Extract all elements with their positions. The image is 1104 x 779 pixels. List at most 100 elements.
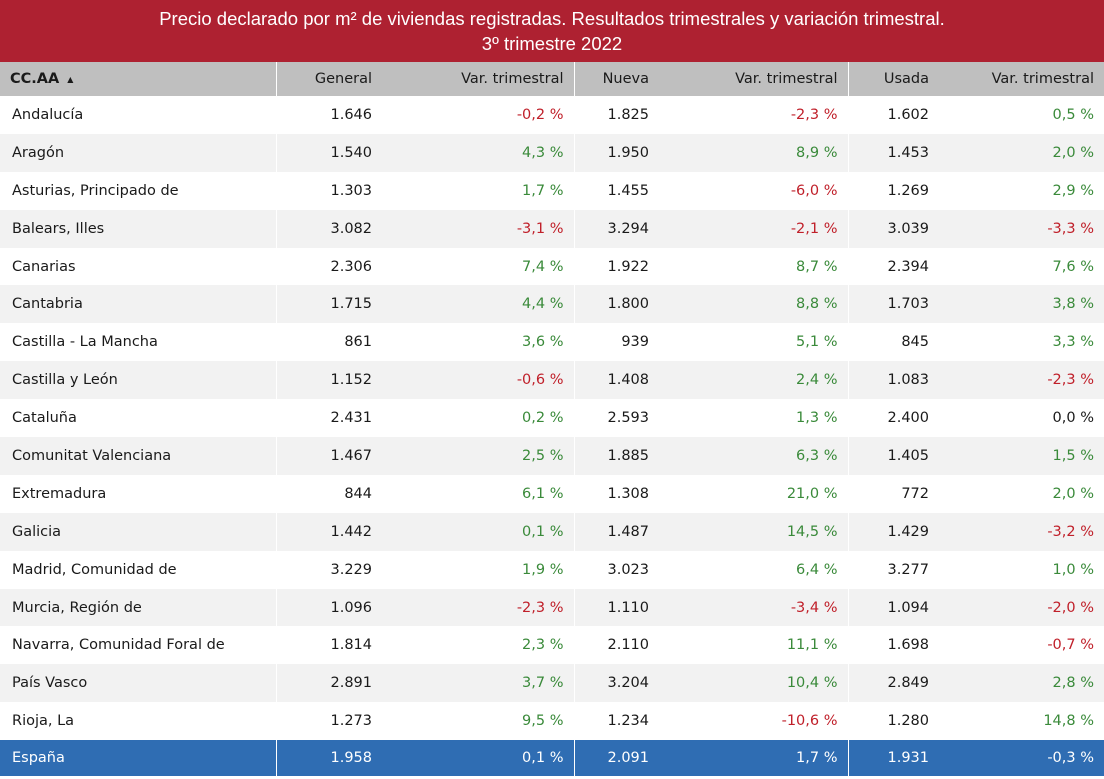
table-row: Comunitat Valenciana 1.467 2,5 % 1.885 6,3 %… [0,437,1104,475]
cell-var-general: 2,5 % [522,447,564,464]
cell-var-general: 6,1 % [522,485,564,502]
table-row: Navarra, Comunidad Foral de 1.814 2,3 % 2.1… [0,626,1104,665]
total-var-nueva: 1,7 % [796,750,838,767]
cell-var-nueva: -2,3 % [790,106,838,123]
cell-var-general: 3,7 % [522,675,564,692]
cell-usada: 1.429 [847,512,939,551]
total-var-usada: -0,3 % [1047,750,1094,767]
total-nueva: 2.091 [573,740,659,777]
cell-usada: 1.280 [847,702,939,741]
cell-general: 1.303 [275,171,382,210]
column-header-var-usada[interactable]: Var. trimestral [991,71,1094,87]
total-var-general: 0,1 % [522,750,564,767]
cell-var-usada: 2,0 % [1052,485,1094,502]
cell-usada: 1.269 [847,171,939,210]
cell-general: 1.715 [275,285,382,324]
cell-ccaa: Castilla - La Mancha [12,334,158,351]
cell-usada: 2.400 [847,399,939,438]
cell-ccaa: Canarias [12,258,76,275]
cell-var-nueva: -10,6 % [781,713,838,730]
cell-general: 2.891 [275,664,382,703]
cell-ccaa: Comunitat Valenciana [12,447,172,464]
cell-nueva: 3.294 [573,209,659,248]
total-name: España [12,750,65,767]
cell-nueva: 2.593 [573,399,659,438]
cell-var-usada: 14,8 % [1043,713,1094,730]
cell-nueva: 939 [573,323,659,362]
cell-ccaa: Murcia, Región de [12,599,142,616]
table-row: Canarias 2.306 7,4 % 1.922 8,7 % 2.394 7,6 % [0,247,1104,286]
total-row: España 1.958 0,1 % 2.091 1,7 % 1.931 -0,… [0,740,1104,777]
table-row: Cataluña 2.431 0,2 % 2.593 1,3 % 2.400 0,0 % [0,399,1104,438]
column-header-usada[interactable]: Usada [847,62,939,96]
cell-var-usada: 0,5 % [1052,106,1094,123]
total-usada: 1.931 [847,740,939,777]
cell-usada: 1.703 [847,285,939,324]
cell-var-usada: 1,0 % [1052,561,1094,578]
cell-nueva: 2.110 [573,626,659,665]
cell-nueva: 1.950 [573,133,659,172]
table-row: Madrid, Comunidad de 3.229 1,9 % 3.023 6,4 %… [0,550,1104,589]
table-row: Galicia 1.442 0,1 % 1.487 14,5 % 1.429 -3,2 % [0,512,1104,551]
cell-usada: 1.698 [847,626,939,665]
cell-var-nueva: 21,0 % [786,485,838,502]
cell-nueva: 1.885 [573,437,659,475]
table-row: Aragón 1.540 4,3 % 1.950 8,9 % 1.453 2,0 % [0,133,1104,172]
cell-general: 1.814 [275,626,382,665]
cell-var-usada: 7,6 % [1052,258,1094,275]
column-header-ccaa-label: CC.AA [10,71,60,87]
cell-var-usada: 3,8 % [1052,296,1094,313]
cell-usada: 1.405 [847,437,939,475]
cell-general: 844 [275,474,382,513]
cell-ccaa: Madrid, Comunidad de [12,561,177,578]
cell-var-usada: 2,8 % [1052,675,1094,692]
cell-var-nueva: 8,7 % [796,258,838,275]
cell-var-general: -3,1 % [516,220,564,237]
cell-var-usada: -3,2 % [1047,523,1094,540]
table-row: Cantabria 1.715 4,4 % 1.800 8,8 % 1.703 3,8 % [0,285,1104,324]
cell-nueva: 1.308 [573,474,659,513]
cell-var-general: -0,2 % [516,106,564,123]
cell-usada: 2.394 [847,247,939,286]
cell-usada: 845 [847,323,939,362]
cell-general: 3.082 [275,209,382,248]
table-row: Castilla - La Mancha 861 3,6 % 939 5,1 % 845 3… [0,323,1104,362]
table-row: Murcia, Región de 1.096 -2,3 % 1.110 -3,4 % 1… [0,588,1104,627]
cell-var-general: 4,4 % [522,296,564,313]
table-row: Asturias, Principado de 1.303 1,7 % 1.455 -6… [0,171,1104,210]
column-header-general[interactable]: General [275,62,382,96]
column-header-var-nueva[interactable]: Var. trimestral [735,71,838,87]
column-header-nueva[interactable]: Nueva [573,62,659,96]
cell-var-usada: -2,0 % [1047,599,1094,616]
cell-var-general: 7,4 % [522,258,564,275]
cell-nueva: 1.922 [573,247,659,286]
cell-nueva: 1.408 [573,361,659,400]
column-header-var-general[interactable]: Var. trimestral [461,71,564,87]
cell-var-general: 1,7 % [522,182,564,199]
cell-ccaa: Asturias, Principado de [12,182,179,199]
cell-nueva: 1.487 [573,512,659,551]
cell-var-nueva: -6,0 % [790,182,838,199]
cell-var-general: 9,5 % [522,713,564,730]
sort-ascending-icon[interactable]: ▲ [67,74,74,84]
cell-var-usada: 2,0 % [1052,144,1094,161]
cell-ccaa: Castilla y León [12,372,118,389]
cell-ccaa: Rioja, La [12,713,75,730]
table-header-row: CC.AA ▲ General Var. trimestral Nueva Var… [0,62,1104,96]
table-row: Rioja, La 1.273 9,5 % 1.234 -10,6 % 1.280 14,8… [0,702,1104,741]
cell-ccaa: Navarra, Comunidad Foral de [12,637,225,654]
column-header-ccaa[interactable]: CC.AA ▲ [0,62,276,96]
cell-general: 1.273 [275,702,382,741]
cell-nueva: 1.455 [573,171,659,210]
cell-nueva: 3.204 [573,664,659,703]
cell-usada: 3.277 [847,550,939,589]
table-row: Andalucía 1.646 -0,2 % 1.825 -2,3 % 1.602 0,5 … [0,96,1104,134]
cell-var-general: 0,2 % [522,410,564,427]
cell-var-nueva: -3,4 % [790,599,838,616]
cell-ccaa: Balears, Illes [12,220,105,237]
cell-var-general: 0,1 % [522,523,564,540]
cell-ccaa: País Vasco [12,675,88,692]
table-title-line-1: Precio declarado por m² de viviendas reg… [159,8,945,29]
cell-general: 861 [275,323,382,362]
cell-general: 1.152 [275,361,382,400]
